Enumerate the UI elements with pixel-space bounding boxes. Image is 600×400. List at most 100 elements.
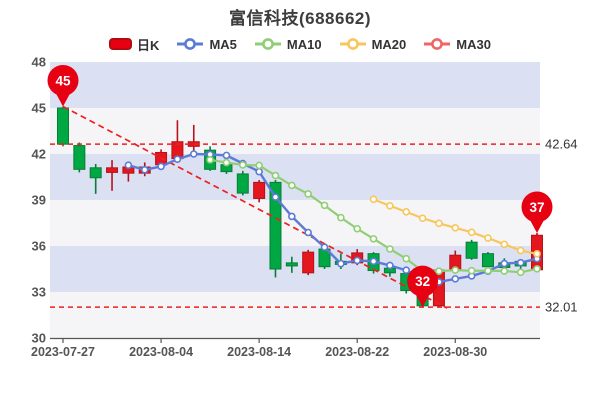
- candle: [302, 251, 315, 274]
- ma-line-symbol-icon: [424, 38, 451, 50]
- x-axis-label: 2023-08-14: [227, 345, 291, 359]
- candle: [89, 167, 102, 179]
- legend-item-ma10[interactable]: MA10: [254, 37, 322, 52]
- x-axis-label: 2023-07-27: [31, 345, 95, 359]
- ma10-point: [467, 266, 476, 275]
- candle: [481, 253, 494, 268]
- x-axis-label: 2023-08-22: [325, 345, 389, 359]
- x-axis-label: 2023-08-30: [423, 345, 487, 359]
- x-axis-label: 2023-08-04: [129, 345, 193, 359]
- ma5-point: [369, 257, 378, 266]
- ma10-point: [451, 266, 460, 274]
- candle: [57, 107, 69, 145]
- marker-balloon-body: [521, 191, 553, 223]
- legend-item-kline[interactable]: 日K: [109, 35, 159, 54]
- ma10-point: [500, 267, 509, 275]
- marker-balloon-value: 45: [55, 73, 71, 88]
- ma5-point: [304, 228, 312, 237]
- legend-label: MA5: [209, 36, 237, 52]
- candle: [285, 262, 298, 267]
- legend-label: MA30: [456, 36, 491, 52]
- ma5-point: [402, 266, 411, 275]
- ma10-point: [386, 245, 394, 253]
- reference-line-label: 32.01: [545, 300, 578, 315]
- ma5-point: [173, 155, 182, 164]
- page-title: 富信科技(688662): [228, 9, 372, 28]
- marker-balloon: 45: [47, 64, 79, 107]
- ma10-point: [435, 267, 443, 275]
- plot-band: [50, 154, 540, 200]
- plot-band: [50, 292, 540, 338]
- ma5-point: [140, 165, 149, 174]
- plot-band: [50, 108, 540, 154]
- ma20-point: [369, 195, 378, 204]
- y-axis-label: 39: [32, 193, 46, 208]
- ma5-point: [271, 193, 280, 201]
- ma5-point: [124, 161, 133, 170]
- ma10-point: [402, 254, 411, 263]
- ma5-point: [320, 243, 329, 252]
- ma10-point: [304, 190, 312, 198]
- ma10-point: [206, 156, 214, 164]
- marker-balloon-tip: [415, 294, 430, 308]
- ma5-point: [337, 259, 345, 268]
- candle: [269, 181, 282, 270]
- marker-balloon-value: 32: [415, 274, 430, 289]
- ma5-point: [500, 259, 509, 268]
- y-axis-label: 48: [32, 55, 46, 70]
- ma10-point: [369, 235, 378, 243]
- legend-label: 日K: [137, 37, 160, 53]
- ma5-point: [222, 151, 231, 160]
- legend-label: MA10: [286, 36, 322, 52]
- ma10-point: [516, 268, 525, 277]
- ma20-point: [467, 228, 476, 237]
- ma10-point: [222, 158, 231, 167]
- ma-line-symbol-icon: [254, 38, 281, 50]
- ma10-point: [320, 201, 329, 210]
- y-axis-label: 33: [32, 285, 46, 300]
- marker-balloon: 37: [521, 191, 553, 233]
- kline-swatch-icon: [109, 38, 133, 50]
- legend-label: MA20: [371, 36, 407, 52]
- ma-line-symbol-icon: [339, 38, 366, 50]
- candle: [73, 145, 86, 170]
- candle: [253, 181, 266, 199]
- ma5-point: [386, 261, 394, 270]
- marker-balloon-value: 37: [529, 200, 544, 215]
- reference-line-label: 42.64: [545, 137, 578, 152]
- legend-item-ma30[interactable]: MA30: [423, 37, 491, 52]
- y-axis-label: 36: [32, 239, 46, 254]
- candle: [465, 241, 478, 259]
- marker-balloon: 32: [407, 265, 439, 308]
- ma10-point: [288, 181, 296, 190]
- y-axis-label: 30: [32, 331, 46, 346]
- ma5-point: [288, 212, 296, 221]
- ma20-point: [451, 223, 460, 232]
- ma20-point: [484, 234, 492, 242]
- chart-legend: 日K MA5 MA10 MA20 MA30: [0, 33, 600, 55]
- marker-balloon-body: [47, 64, 79, 96]
- legend-item-ma20[interactable]: MA20: [339, 36, 407, 52]
- trend-line: [62, 105, 448, 309]
- ma10-point: [484, 266, 492, 275]
- ma10-point: [271, 171, 280, 180]
- ma5-point: [255, 167, 263, 176]
- ma5-point: [451, 275, 460, 283]
- ma10-point: [533, 265, 541, 273]
- ma20-point: [500, 240, 509, 249]
- candle: [106, 167, 119, 173]
- ma20-point: [402, 208, 411, 216]
- ma-line-symbol-icon: [177, 38, 204, 50]
- ma20-point: [418, 214, 427, 223]
- legend-item-ma5[interactable]: MA5: [176, 36, 237, 52]
- y-axis-label: 45: [32, 101, 46, 116]
- ma10-point: [337, 213, 345, 222]
- marker-balloon-tip: [530, 219, 544, 233]
- ma20-point: [386, 201, 394, 210]
- plot-band: [50, 62, 540, 108]
- plot-band: [50, 200, 540, 246]
- ma20-point: [516, 246, 525, 255]
- ma5-point: [516, 258, 525, 267]
- ma10-point: [353, 224, 362, 233]
